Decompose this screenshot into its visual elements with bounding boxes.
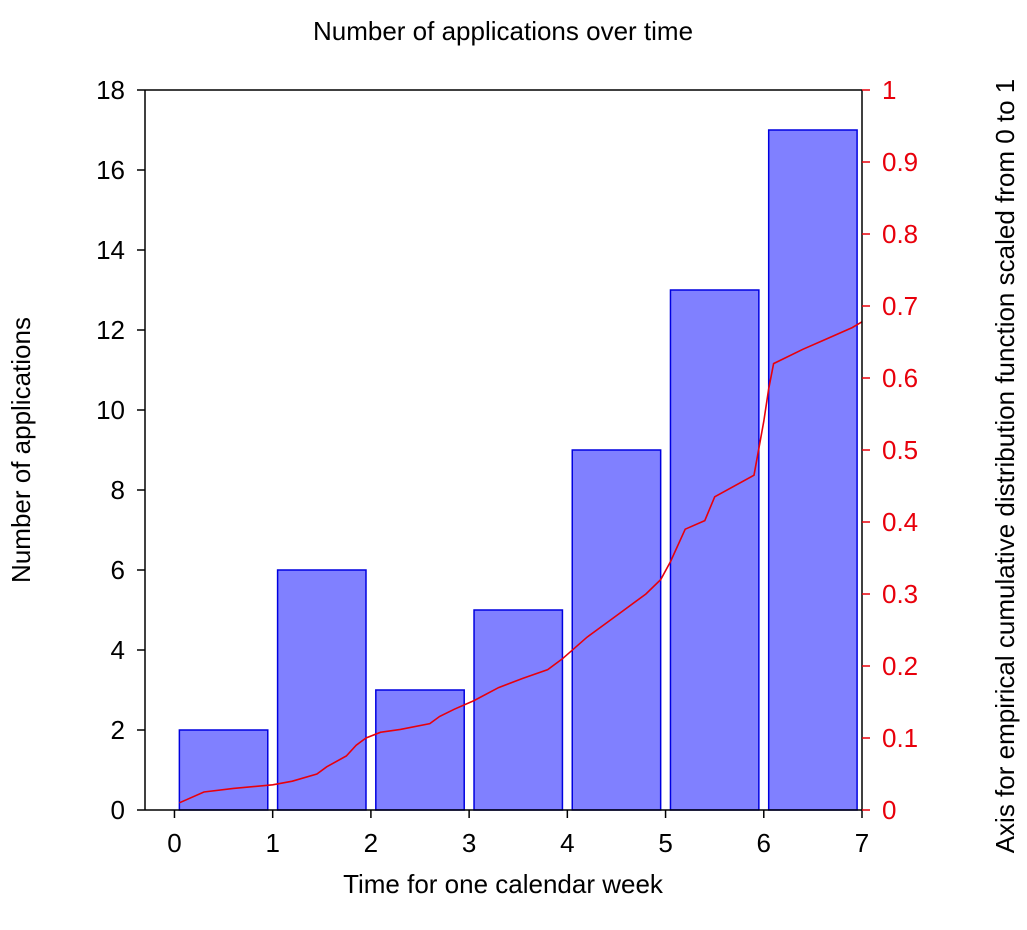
y2-axis-title: Axis for empirical cumulative distributi… <box>990 79 1020 854</box>
y2-tick-label: 0.6 <box>882 363 918 393</box>
y2-tick-label: 0.4 <box>882 507 918 537</box>
y-tick-label: 2 <box>111 715 125 745</box>
y-tick-label: 10 <box>96 395 125 425</box>
y2-tick-label: 0.3 <box>882 579 918 609</box>
y-ticks: 0 2 4 6 8 10 12 14 16 18 <box>96 75 145 825</box>
bars <box>178 129 858 811</box>
bar-5 <box>669 289 760 811</box>
bar-0 <box>178 729 269 811</box>
y2-tick-label: 0.2 <box>882 651 918 681</box>
bar-4 <box>571 449 662 811</box>
x-tick-label: 3 <box>462 828 476 858</box>
bar-3 <box>473 609 564 811</box>
x-tick-label: 6 <box>757 828 771 858</box>
x-tick-label: 1 <box>265 828 279 858</box>
x-axis-title: Time for one calendar week <box>343 869 664 899</box>
x-tick-label: 5 <box>658 828 672 858</box>
x-ticks: 0 1 2 3 4 5 6 7 <box>167 810 869 858</box>
y2-tick-label: 0.8 <box>882 219 918 249</box>
y2-tick-label: 0 <box>882 795 896 825</box>
y2-tick-label: 0.1 <box>882 723 918 753</box>
y2-tick-label: 0.5 <box>882 435 918 465</box>
y2-tick-label: 1 <box>882 75 896 105</box>
y-tick-label: 14 <box>96 235 125 265</box>
y-tick-label: 18 <box>96 75 125 105</box>
y-tick-label: 6 <box>111 555 125 585</box>
y-tick-label: 8 <box>111 475 125 505</box>
y-tick-label: 0 <box>111 795 125 825</box>
chart-title: Number of applications over time <box>313 16 693 46</box>
y-tick-label: 16 <box>96 155 125 185</box>
y-axis-title: Number of applications <box>6 317 36 583</box>
bar-2 <box>375 689 465 811</box>
y2-tick-label: 0.7 <box>882 291 918 321</box>
y2-tick-label: 0.9 <box>882 147 918 177</box>
x-tick-label: 7 <box>855 828 869 858</box>
bar-1 <box>276 569 367 811</box>
y-tick-label: 12 <box>96 315 125 345</box>
bar-6 <box>767 129 858 811</box>
y2-ticks: 0 0.1 0.2 0.3 0.4 0.5 0.6 0.7 0.8 0.9 1 <box>862 75 918 825</box>
x-tick-label: 2 <box>364 828 378 858</box>
x-tick-label: 0 <box>167 828 181 858</box>
ecdf-line <box>179 321 863 804</box>
y-tick-label: 4 <box>111 635 125 665</box>
x-tick-label: 4 <box>560 828 574 858</box>
